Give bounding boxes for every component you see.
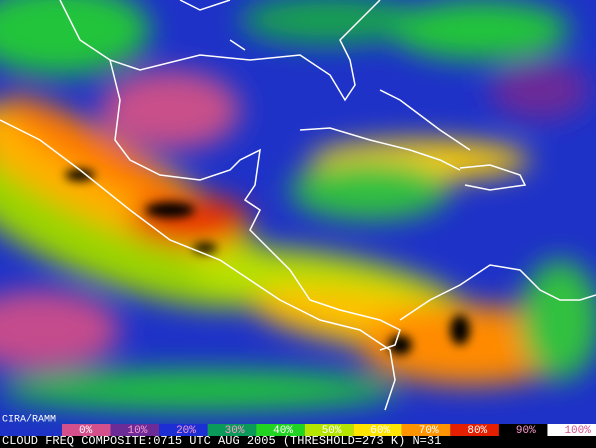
legend-label: 10% [128, 425, 148, 437]
coastlines [0, 0, 596, 411]
legend-swatch [450, 424, 499, 436]
legend-label: 60% [370, 425, 390, 437]
legend-swatch [110, 424, 160, 436]
legend-label: 100% [564, 425, 591, 437]
legend-label: 0% [79, 425, 93, 437]
caption-strip [0, 436, 596, 448]
legend-swatch [353, 424, 402, 436]
legend-label: 50% [322, 425, 342, 437]
legend-label: 80% [467, 425, 487, 437]
legend-swatch [62, 424, 111, 436]
legend-swatch [256, 424, 305, 436]
legend-swatch [159, 424, 208, 436]
color-legend: 0% 10% 20% 30% 40% 50% 60% 70% 80% 90% 100% [62, 424, 596, 437]
legend-label: 30% [225, 425, 245, 437]
legend-label: 70% [419, 425, 439, 437]
legend-swatch [207, 424, 257, 436]
legend-swatch [547, 424, 596, 436]
legend-swatch [304, 424, 354, 436]
legend-label: 90% [516, 425, 536, 437]
legend-label: 40% [273, 425, 293, 437]
deep-convection [65, 169, 470, 355]
caption: CLOUD FREQ COMPOSITE:0715 UTC AUG 2005 (… [2, 434, 441, 448]
legend-swatch [498, 424, 548, 436]
cloud-field [0, 0, 596, 410]
legend-label: 20% [176, 425, 196, 437]
credit: CIRA/RAMM [2, 414, 56, 426]
legend-swatch [401, 424, 451, 436]
